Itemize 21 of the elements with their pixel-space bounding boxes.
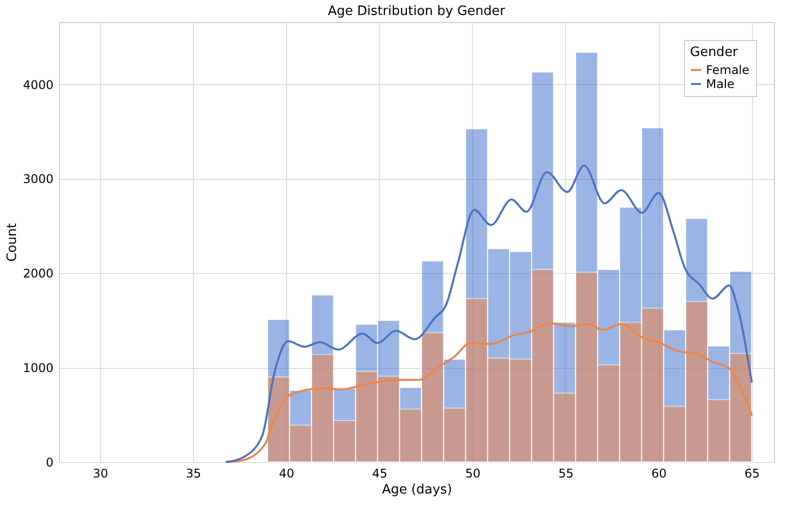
legend-label: Male xyxy=(706,77,734,91)
x-tick-label: 40 xyxy=(279,466,294,480)
legend-title: Gender xyxy=(690,45,739,60)
y-tick-label: 0 xyxy=(46,456,54,470)
x-tick-label: 55 xyxy=(558,466,574,480)
line-series xyxy=(226,322,753,463)
y-axis-title: Count xyxy=(4,223,20,262)
x-axis-title: Age (days) xyxy=(382,482,452,498)
x-tick-label: 65 xyxy=(744,466,760,480)
x-tick-label: 50 xyxy=(465,466,480,480)
chart-title: Age Distribution by Gender xyxy=(328,4,506,19)
legend-label: Female xyxy=(706,63,750,77)
y-tick-label: 3000 xyxy=(22,172,54,186)
y-tick-label: 2000 xyxy=(22,266,54,281)
x-tick-label: 30 xyxy=(92,466,108,480)
y-tick-label: 4000 xyxy=(22,78,54,92)
x-tick-label: 35 xyxy=(186,466,202,480)
x-tick-label: 60 xyxy=(651,466,667,480)
line-series xyxy=(226,164,753,463)
x-tick-label: 45 xyxy=(372,466,388,480)
y-tick-label: 1000 xyxy=(22,361,54,376)
